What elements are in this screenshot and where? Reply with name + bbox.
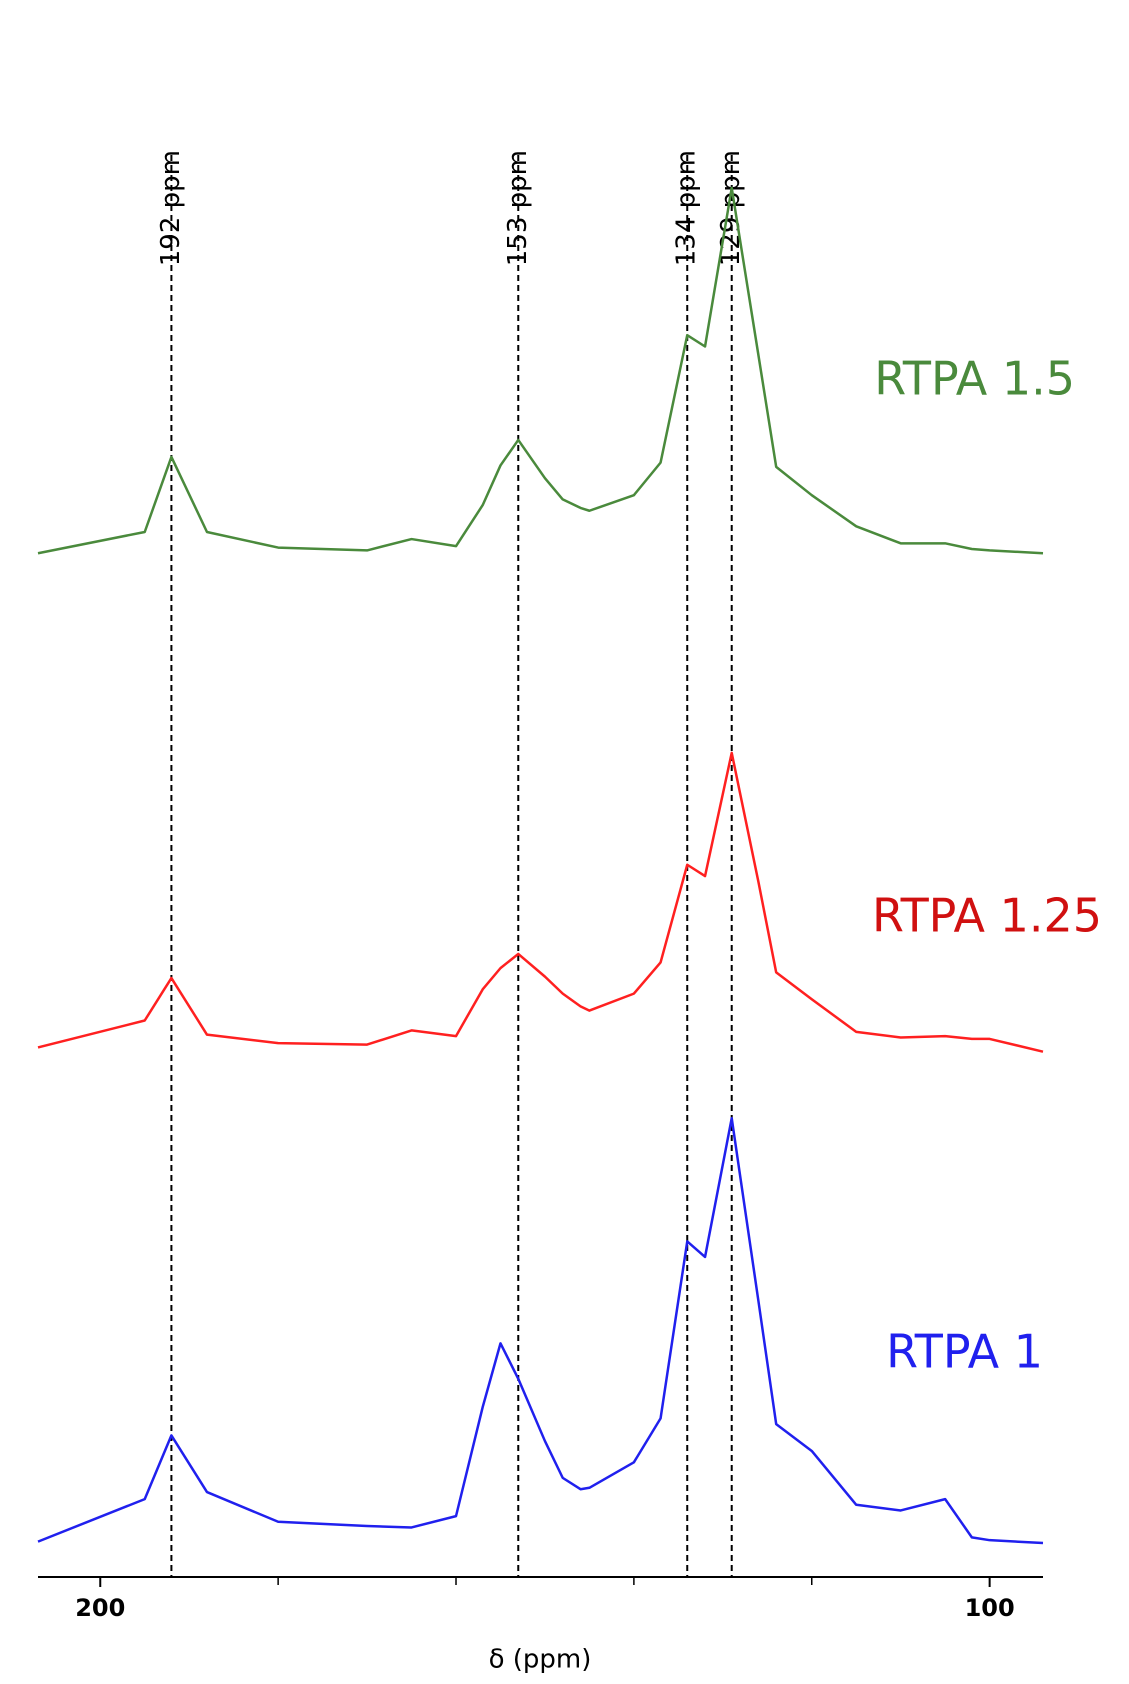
spectrum-line xyxy=(37,751,1044,1053)
x-axis-title: δ (ppm) xyxy=(489,1645,592,1675)
x-tick-label: 100 xyxy=(965,1594,1015,1622)
series-label: RTPA 1 xyxy=(886,1325,1043,1379)
series-label: RTPA 1.25 xyxy=(872,889,1102,943)
reference-label: 153 ppm xyxy=(503,150,533,266)
reference-label: 134 ppm xyxy=(672,150,702,266)
series-label: RTPA 1.5 xyxy=(874,352,1075,406)
spectrum-line xyxy=(37,1116,1044,1545)
reference-label: 192 ppm xyxy=(156,150,186,266)
x-tick-label: 200 xyxy=(75,1594,125,1622)
spectrum-line xyxy=(37,186,1044,555)
